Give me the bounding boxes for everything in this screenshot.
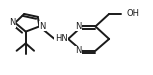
Text: N: N: [39, 22, 46, 31]
Text: N: N: [75, 46, 82, 55]
Text: HN: HN: [55, 34, 68, 43]
Text: N: N: [9, 18, 15, 27]
Text: N: N: [75, 22, 82, 31]
Text: OH: OH: [127, 9, 140, 18]
